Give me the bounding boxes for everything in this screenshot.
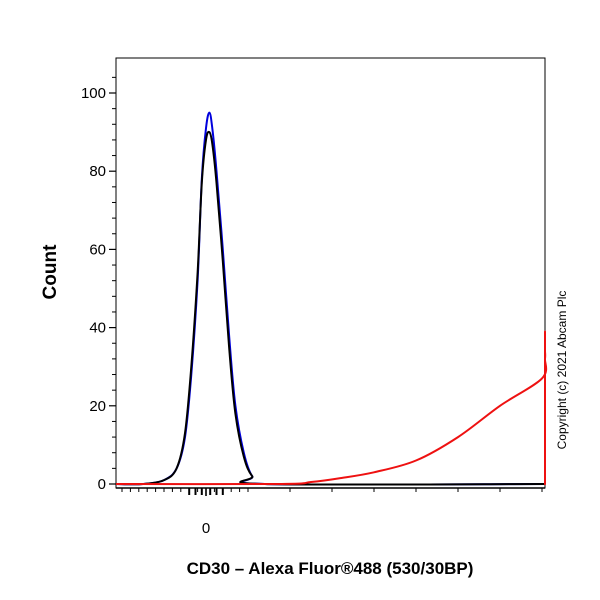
y-axis-title: Count — [40, 244, 61, 300]
y-tick-label: 80 — [89, 163, 106, 180]
x-axis: 0103104 — [116, 487, 545, 537]
series-blue — [115, 111, 546, 486]
plot-frame — [115, 57, 546, 489]
y-tick-label: 20 — [89, 398, 106, 415]
series-red — [115, 330, 548, 486]
copyright-text: Copyright (c) 2021 Abcam Plc — [555, 291, 569, 450]
series-black — [115, 130, 546, 486]
y-tick-label: 100 — [81, 85, 106, 102]
y-tick-label: 40 — [89, 320, 106, 337]
y-tick-label: 0 — [98, 476, 106, 493]
x-axis-title: CD30 – Alexa Fluor®488 (530/30BP) — [187, 559, 474, 578]
y-axis: 0 20 40 60 80 100 — [81, 76, 116, 493]
series-layer — [115, 111, 548, 486]
y-tick-label: 60 — [89, 241, 106, 258]
x-tick-label: 0 — [202, 520, 210, 537]
